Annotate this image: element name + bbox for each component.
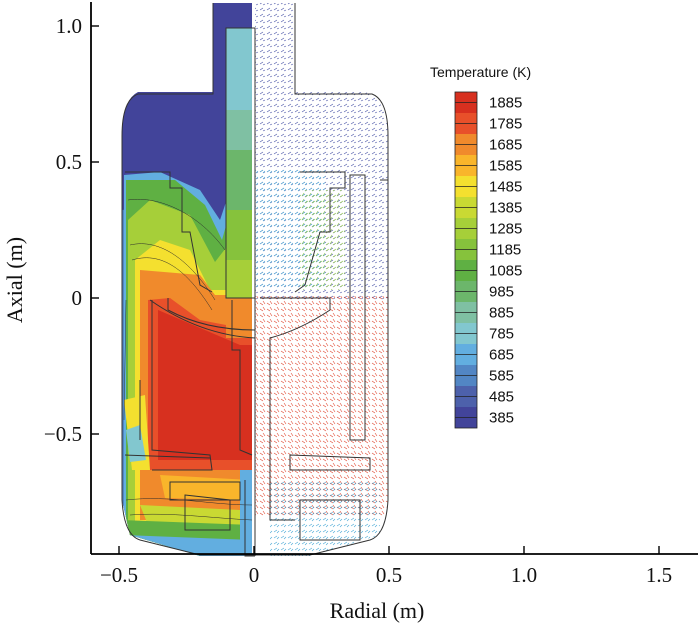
velocity-vector-field [255,3,388,556]
x-tick-label: 1.0 [511,563,537,587]
y-axis-ticks: −0.5 0 0.5 1.0 [44,14,99,446]
legend-frame [454,91,478,429]
legend-label: 585 [489,368,514,385]
legend-title: Temperature (K) [430,64,531,80]
legend-label: 885 [489,305,514,322]
x-axis-label: Radial (m) [330,598,425,623]
y-tick-label: −0.5 [44,422,82,446]
x-axis-ticks: −0.5 0 0.5 1.0 1.5 [100,546,672,587]
legend-label: 1285 [489,221,522,238]
legend-label: 985 [489,284,514,301]
x-tick-label: 0.5 [376,563,402,587]
temperature-legend: Temperature (K) 1885 1785 1685 1585 1485 1385… [430,64,531,429]
legend-label: 1085 [489,263,522,280]
y-tick-label: 1.0 [56,14,82,38]
x-tick-label: 0 [249,563,260,587]
legend-label: 685 [489,347,514,364]
vessel-geometry [121,3,389,557]
y-axis-label: Axial (m) [2,237,27,323]
legend-label: 1885 [489,95,522,112]
x-tick-label: 1.5 [646,563,672,587]
legend-label: 785 [489,326,514,343]
temperature-contour-field [122,3,252,556]
legend-label: 385 [489,410,514,427]
legend-label: 1185 [489,242,521,259]
legend-label: 1685 [489,137,522,154]
legend-label: 1385 [489,200,522,217]
legend-label: 485 [489,389,514,406]
legend-label: 1785 [489,116,522,133]
legend-label: 1485 [489,179,522,196]
x-tick-label: −0.5 [100,563,138,587]
legend-label: 1585 [489,158,522,175]
y-tick-label: 0 [72,286,83,310]
y-tick-label: 0.5 [56,150,82,174]
legend-items: 1885 1785 1685 1585 1485 1385 1285 1185 1085 985 8… [454,91,522,429]
